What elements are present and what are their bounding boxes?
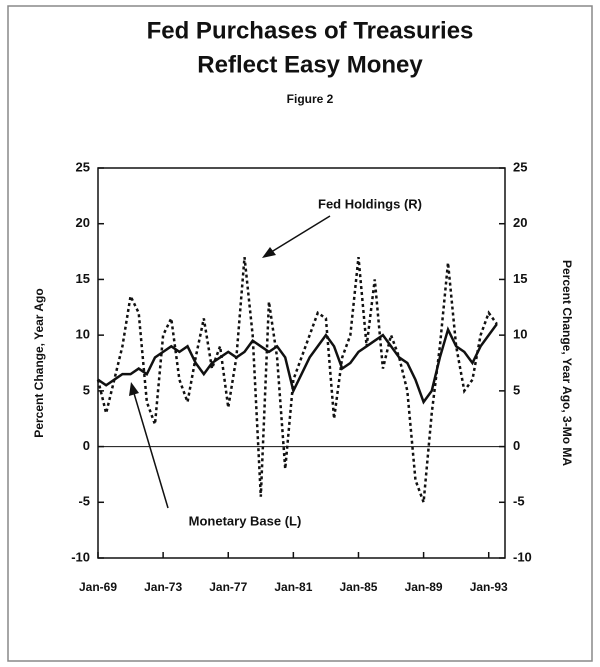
x-tick-label: Jan-85 xyxy=(339,580,377,594)
chart-title-line2: Reflect Easy Money xyxy=(197,51,423,78)
annotation-arrow xyxy=(132,389,169,509)
chart-subtitle: Figure 2 xyxy=(287,92,334,106)
x-tick-label: Jan-81 xyxy=(274,580,312,594)
arrow-head xyxy=(262,247,276,258)
y-tick-label: 5 xyxy=(83,382,90,397)
series-line xyxy=(97,323,498,405)
y-tick-label: -10 xyxy=(71,549,90,564)
frame xyxy=(7,5,593,662)
y-tick-label: 25 xyxy=(76,159,90,174)
y-tick-label: 10 xyxy=(76,327,90,342)
x-tick-label: Jan-73 xyxy=(144,580,182,594)
y2-tick-label: 25 xyxy=(513,159,527,174)
y-axis-label: Percent Change, Year Ago xyxy=(32,288,46,437)
x-tick-label: Jan-93 xyxy=(470,580,508,594)
y2-tick-label: 15 xyxy=(513,271,527,286)
y-tick-label: 0 xyxy=(83,438,90,453)
x-tick-label: Jan-69 xyxy=(79,580,117,594)
y2-tick-label: 0 xyxy=(513,438,520,453)
y2-tick-label: -10 xyxy=(513,549,532,564)
y-tick-label: -5 xyxy=(78,494,90,509)
series-line xyxy=(96,257,498,503)
annotation: Monetary Base (L) xyxy=(189,513,302,528)
x-tick-label: Jan-89 xyxy=(405,580,443,594)
y2-tick-label: 20 xyxy=(513,215,527,230)
y2-axis-label: Percent Change, Year Ago, 3-Mo MA xyxy=(560,260,574,466)
y2-tick-label: 10 xyxy=(513,327,527,342)
arrow-head xyxy=(129,382,139,396)
x-tick-label: Jan-77 xyxy=(209,580,247,594)
plot-area xyxy=(97,167,506,559)
y2-tick-label: -5 xyxy=(513,494,525,509)
y2-tick-label: 5 xyxy=(513,382,520,397)
y-tick-label: 15 xyxy=(76,271,90,286)
annotation-arrow xyxy=(267,215,331,255)
chart-title: Fed Purchases of Treasuries xyxy=(147,17,474,44)
annotation: Fed Holdings (R) xyxy=(318,196,422,211)
y-tick-label: 20 xyxy=(76,215,90,230)
